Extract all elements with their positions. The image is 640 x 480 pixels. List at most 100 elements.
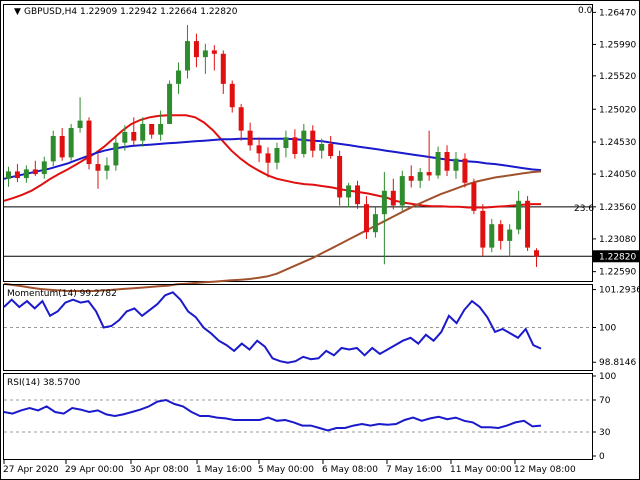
candle-body	[193, 41, 199, 58]
candle-body	[417, 172, 423, 181]
candle-body	[346, 185, 352, 198]
candle-body	[292, 137, 298, 155]
candle-body	[328, 144, 334, 157]
rsi-axis: 100 70 30 0	[592, 372, 616, 462]
candle-body	[435, 152, 441, 176]
momentum-panel: Momentum(14) 99.2782 101.2936 100 98.8146	[3, 284, 640, 371]
current-price-label: 1.22820	[599, 252, 636, 262]
candle-body	[220, 53, 226, 84]
price-tick-label: 1.25520	[599, 72, 636, 82]
price-tick-label: 1.24530	[599, 138, 636, 148]
momentum-tick-label: 101.2936	[599, 286, 640, 296]
candle-body	[462, 158, 468, 183]
candle-body	[86, 120, 92, 165]
candle-body	[265, 153, 271, 163]
candle-body	[426, 172, 432, 176]
price-panel-drawing	[3, 25, 592, 292]
fib-level-label: 23.6	[574, 204, 594, 214]
candle-body	[381, 190, 387, 215]
candle-body	[184, 41, 190, 71]
candle-body	[202, 50, 208, 58]
candle-body	[274, 148, 280, 163]
candle-body	[310, 130, 316, 151]
candle-body	[77, 120, 83, 128]
candle-body	[319, 144, 325, 151]
time-tick-label: 7 May 16:00	[386, 465, 442, 475]
candle-body	[516, 200, 522, 230]
candle-body	[480, 210, 486, 248]
ohlc-label: 1.22909 1.22942 1.22664 1.22820	[80, 7, 238, 17]
candle-body	[50, 135, 56, 162]
rsi-drawing	[3, 398, 592, 433]
time-tick-label: 5 May 00:00	[258, 465, 314, 475]
momentum-tick-label: 100	[599, 324, 616, 334]
candle-body	[507, 229, 513, 241]
candle-body	[14, 171, 20, 179]
rsi-tick-label: 100	[599, 372, 616, 382]
candle-body	[534, 250, 540, 257]
rsi-tick-label: 0	[599, 452, 605, 462]
candle-body	[337, 156, 343, 198]
candle-body	[5, 171, 11, 179]
candle-body	[122, 131, 128, 143]
candle-body	[408, 176, 414, 181]
candle-body	[390, 190, 396, 206]
candle-body	[453, 158, 459, 171]
price-tick-label: 1.26470	[599, 8, 636, 18]
candle-body	[399, 176, 405, 206]
corner-value: 0.0	[578, 6, 593, 16]
rsi-panel: RSI(14) 38.5700 100 70 30 0	[3, 372, 616, 462]
candle-body	[444, 152, 450, 171]
price-tick-label: 1.23080	[599, 235, 636, 245]
candle-body	[211, 50, 217, 54]
momentum-label: Momentum(14) 99.2782	[7, 289, 117, 299]
candle-body	[149, 123, 155, 135]
price-tick-label: 1.24050	[599, 170, 636, 180]
candle-body	[363, 204, 369, 233]
candle-body	[525, 200, 531, 248]
time-axis: 27 Apr 2020 29 Apr 00:00 30 Apr 08:00 1 May…	[3, 460, 576, 475]
momentum-axis: 101.2936 100 98.8146	[592, 286, 640, 368]
candle-body	[256, 145, 262, 154]
current-price-box	[593, 250, 639, 263]
candle-body	[113, 142, 119, 166]
time-tick-label: 11 May 00:00	[450, 465, 512, 475]
dropdown-triangle-icon[interactable]: ▼	[14, 7, 21, 17]
candle-body	[247, 130, 253, 146]
candle-body	[131, 131, 137, 141]
time-tick-label: 12 May 08:00	[514, 465, 576, 475]
rsi-line	[3, 398, 542, 432]
time-tick-label: 1 May 16:00	[196, 465, 252, 475]
price-panel: ▼ GBPUSD,H4 1.22909 1.22942 1.22664 1.22…	[3, 4, 639, 292]
medium-ma-line	[3, 137, 542, 180]
price-tick-label: 1.23560	[599, 203, 636, 213]
time-tick-label: 29 Apr 00:00	[65, 465, 124, 475]
candle-body	[104, 165, 110, 171]
rsi-tick-label: 70	[599, 396, 611, 406]
time-tick-label: 27 Apr 2020	[3, 465, 59, 475]
slow-ma-line	[3, 170, 542, 292]
momentum-tick-label: 98.8146	[599, 358, 636, 368]
candle-body	[283, 137, 289, 149]
price-tick-label: 1.25020	[599, 105, 636, 115]
candle-body	[158, 123, 164, 135]
time-tick-label: 6 May 08:00	[322, 465, 378, 475]
price-panel-border	[3, 4, 593, 282]
momentum-line	[3, 291, 542, 364]
candle-body	[140, 123, 146, 141]
candle-body	[95, 164, 101, 171]
rsi-panel-border	[3, 373, 593, 460]
candle-body	[471, 182, 477, 211]
candle-body	[372, 214, 378, 233]
rsi-tick-label: 30	[599, 428, 611, 438]
candle-body	[355, 185, 361, 205]
candle-body	[498, 224, 504, 241]
price-axis: 1.26470 1.25990 1.25520 1.25020 1.24530 1.240…	[592, 8, 639, 278]
candle-body	[489, 224, 495, 248]
symbol-label: GBPUSD,H4	[24, 7, 77, 17]
candle-body	[167, 83, 173, 124]
candle-body	[176, 70, 182, 84]
candle-body	[68, 127, 74, 158]
